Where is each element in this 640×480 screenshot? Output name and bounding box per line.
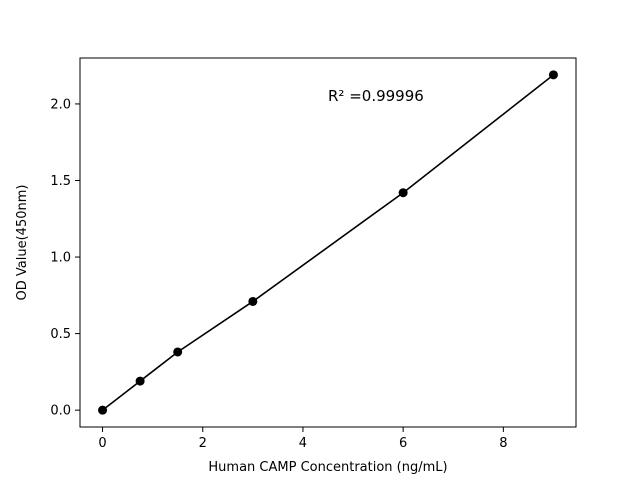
x-axis-tick-label: 0 <box>98 436 106 451</box>
y-axis-label: OD Value(450nm) <box>15 185 30 301</box>
data-point <box>248 296 258 306</box>
y-axis-tick-label: 2.0 <box>50 97 71 112</box>
data-point <box>173 347 183 357</box>
x-axis-tick-label: 2 <box>199 436 207 451</box>
plot-frame <box>79 57 577 428</box>
x-axis-tick-label: 6 <box>399 436 407 451</box>
y-axis-tick-label: 1.0 <box>50 251 71 266</box>
x-axis-label: Human CAMP Concentration (ng/mL) <box>208 460 447 475</box>
data-point <box>398 188 408 198</box>
data-point <box>98 405 108 415</box>
y-axis-tick-label: 1.5 <box>50 174 71 189</box>
x-axis-tick-label: 8 <box>499 436 507 451</box>
data-point <box>548 70 558 80</box>
data-point <box>135 376 145 386</box>
regression-line <box>102 74 554 411</box>
x-axis-tick-label: 4 <box>299 436 307 451</box>
r-squared-annotation: R² =0.99996 <box>328 87 424 105</box>
y-axis-tick-label: 0.5 <box>50 327 71 342</box>
y-axis-tick-label: 0.0 <box>50 404 71 419</box>
